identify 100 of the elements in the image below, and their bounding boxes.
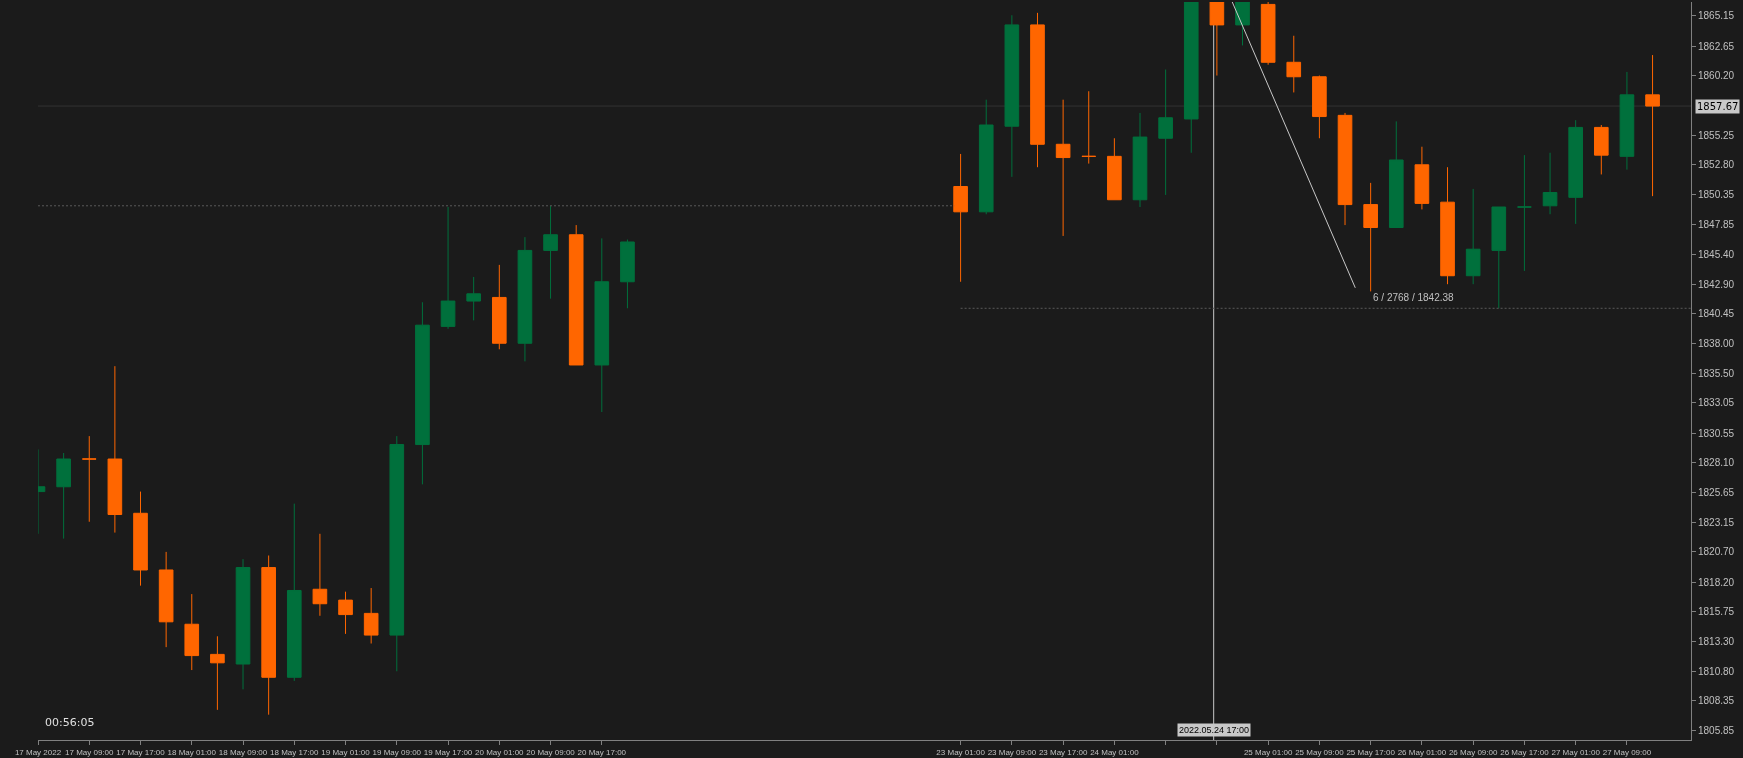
candlestick	[1286, 35, 1302, 93]
y-tick-label: 1850.35	[1698, 188, 1735, 200]
candlestick	[415, 301, 430, 485]
x-tick-label: 17 May 17:00	[116, 747, 166, 757]
y-tick-label: 1847.85	[1698, 218, 1735, 230]
candlestick	[440, 206, 456, 330]
candlestick	[56, 452, 71, 540]
x-tick-label: 17 May 09:00	[65, 747, 115, 757]
candlestick	[1183, 2, 1199, 154]
candlestick	[1363, 182, 1378, 292]
y-tick-label: 1808.35	[1698, 695, 1735, 707]
candlestick	[1542, 152, 1558, 215]
candlestick	[286, 503, 302, 682]
y-tick-label: 1815.75	[1698, 606, 1735, 618]
x-tick-label: 20 May 17:00	[577, 747, 627, 757]
candlestick	[133, 491, 148, 587]
x-tick-label: 25 May 17:00	[1346, 747, 1396, 757]
candlestick	[1414, 146, 1430, 210]
y-tick-label: 1865.15	[1698, 10, 1735, 22]
y-tick-label: 1840.45	[1698, 308, 1735, 320]
candlestick	[1337, 112, 1353, 226]
y-tick-label: 1842.90	[1698, 278, 1735, 290]
candlestick	[1465, 188, 1481, 285]
candlestick	[1107, 137, 1122, 201]
candlestick	[1312, 75, 1327, 139]
candlestick	[466, 276, 481, 321]
candlestick	[81, 435, 97, 523]
candlestick	[1593, 124, 1609, 175]
candlestick	[1030, 12, 1045, 168]
x-tick-label: 26 May 17:00	[1500, 747, 1550, 757]
candlestick	[1491, 206, 1507, 309]
x-tick-label: 23 May 17:00	[1038, 747, 1088, 757]
ref-line-label: 2022.05.24 17:00	[1179, 725, 1250, 735]
x-tick-label: 23 May 01:00	[936, 747, 986, 757]
y-tick-label: 1813.30	[1698, 635, 1735, 647]
candlestick	[1440, 166, 1455, 285]
x-tick-label: 19 May 09:00	[372, 747, 422, 757]
x-tick-label: 19 May 17:00	[423, 747, 473, 757]
y-tick-label: 1818.20	[1698, 576, 1735, 588]
y-tick-label: 1823.15	[1698, 516, 1735, 528]
candlestick	[1388, 120, 1404, 228]
candlestick	[1081, 90, 1097, 165]
candlestick	[594, 237, 610, 413]
candlestick	[1645, 54, 1660, 197]
candlestick	[235, 558, 251, 690]
annotation: 6 / 2768 / 1842.38	[1373, 292, 1455, 303]
candlestick	[312, 533, 328, 617]
candlestick	[1568, 119, 1583, 225]
candlestick	[1517, 154, 1532, 272]
x-tick-label: 27 May 01:00	[1551, 747, 1601, 757]
x-tick-label: 17 May 2022	[14, 747, 62, 757]
x-tick-label: 23 May 09:00	[987, 747, 1037, 757]
candlestick	[261, 555, 276, 716]
y-tick-label: 1828.10	[1698, 457, 1735, 469]
candlestick	[1209, 2, 1225, 77]
y-tick-label: 1862.65	[1698, 40, 1735, 52]
x-tick-label: 24 May 01:00	[1090, 747, 1140, 757]
x-tick-label: 18 May 17:00	[270, 747, 320, 757]
y-tick-label: 1820.70	[1698, 546, 1735, 558]
candlestick	[953, 153, 968, 283]
candlestick	[1619, 71, 1635, 171]
candlestick	[491, 264, 507, 350]
candlestick	[1158, 69, 1173, 196]
candlestick	[978, 99, 994, 215]
candlestick	[363, 587, 379, 645]
candlestick	[543, 205, 558, 300]
candlestick	[1055, 99, 1071, 237]
y-tick-label: 1825.65	[1698, 486, 1735, 498]
y-tick-label: 1852.80	[1698, 159, 1735, 171]
candlestick	[210, 635, 225, 711]
x-tick-label: 19 May 01:00	[321, 747, 371, 757]
x-tick-label: 25 May 01:00	[1243, 747, 1293, 757]
y-tick-label: 1860.20	[1698, 70, 1735, 82]
candlestick	[158, 551, 174, 648]
candlestick	[184, 593, 200, 671]
x-tick-label: 26 May 09:00	[1448, 747, 1498, 757]
candlestick	[107, 365, 123, 534]
y-tick-label: 1810.80	[1698, 665, 1735, 677]
x-tick-label: 27 May 09:00	[1602, 747, 1652, 757]
x-tick-label: 20 May 01:00	[475, 747, 525, 757]
y-tick-label: 1833.05	[1698, 397, 1735, 409]
candlestick	[338, 591, 353, 635]
x-tick-label: 26 May 01:00	[1397, 747, 1447, 757]
y-tick-label: 1830.55	[1698, 427, 1735, 439]
candlestick	[1132, 112, 1148, 208]
candlestick	[1235, 2, 1250, 46]
candlestick	[1004, 14, 1020, 178]
y-tick-label: 1838.00	[1698, 337, 1735, 349]
ref-line-label: 1857.67	[1697, 101, 1739, 112]
x-tick-label: 18 May 09:00	[218, 747, 268, 757]
candlestick	[389, 435, 405, 672]
y-tick-label: 1835.50	[1698, 367, 1735, 379]
candlestick	[568, 224, 584, 366]
candlestick	[620, 239, 635, 309]
annotation: 00:56:05	[45, 716, 95, 729]
y-tick-label: 1855.25	[1698, 129, 1735, 141]
y-tick-label: 1805.85	[1698, 725, 1735, 737]
x-tick-label: 18 May 01:00	[167, 747, 217, 757]
candlestick	[517, 236, 533, 362]
candlestick	[1260, 2, 1276, 66]
